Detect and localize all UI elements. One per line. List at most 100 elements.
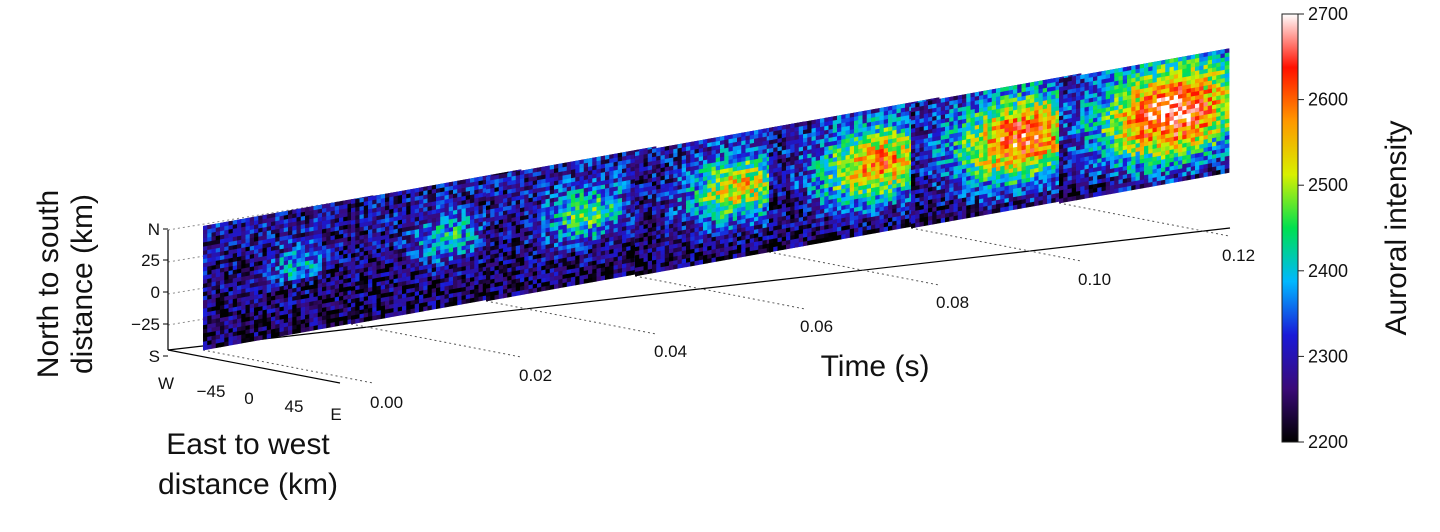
heatmap-cell bbox=[415, 308, 420, 313]
heatmap-cell bbox=[529, 288, 534, 293]
heatmap-cell bbox=[457, 300, 462, 305]
heatmap-cell bbox=[309, 326, 314, 331]
heatmap-cell bbox=[699, 260, 704, 265]
heatmap-cell bbox=[703, 259, 708, 264]
heatmap-cell bbox=[720, 256, 725, 261]
heatmap-cell bbox=[648, 269, 653, 274]
heatmap-cell bbox=[686, 262, 691, 267]
heatmap-cell bbox=[275, 332, 280, 337]
heatmap-cell bbox=[355, 318, 360, 323]
heatmap-cell bbox=[237, 339, 242, 344]
heatmap-cell bbox=[503, 293, 508, 298]
heatmap-cell bbox=[280, 331, 285, 336]
heatmap-cell bbox=[554, 284, 559, 289]
heatmap-cell bbox=[449, 301, 454, 306]
heatmap-cell bbox=[486, 296, 491, 301]
heatmap-cell bbox=[203, 345, 208, 350]
heatmap-cell bbox=[351, 319, 356, 324]
heatmap-cell bbox=[746, 251, 751, 256]
heatmap-cell bbox=[533, 288, 538, 293]
heatmap-cell bbox=[339, 321, 344, 326]
heatmap-cell bbox=[377, 314, 382, 319]
heatmap-cell bbox=[499, 294, 504, 299]
heatmap-cell bbox=[580, 279, 585, 284]
frame-floor-line bbox=[203, 350, 373, 383]
heatmap-cell bbox=[635, 271, 640, 276]
heatmap-cell bbox=[512, 291, 517, 296]
heatmap-cell bbox=[639, 270, 644, 275]
heatmap-cell bbox=[558, 283, 563, 288]
heatmap-cell bbox=[588, 278, 593, 283]
heatmap-cell bbox=[440, 303, 445, 308]
heatmap-cell bbox=[665, 266, 670, 271]
heatmap-cell bbox=[584, 278, 589, 283]
heatmap-cell bbox=[520, 290, 525, 295]
heatmap-cell bbox=[490, 295, 495, 300]
heatmap-cell bbox=[618, 272, 623, 277]
heatmap-cell bbox=[254, 336, 259, 341]
heatmap-cell bbox=[712, 257, 717, 262]
heatmap-cell bbox=[288, 330, 293, 335]
heatmap-cell bbox=[597, 276, 602, 281]
heatmap-cell bbox=[462, 299, 467, 304]
heatmap-cell bbox=[207, 344, 212, 349]
heatmap-cell bbox=[550, 285, 555, 290]
heatmap-cell bbox=[575, 280, 580, 285]
heatmap-cell bbox=[737, 253, 742, 258]
heatmap-cell bbox=[754, 250, 759, 255]
heatmap-cell bbox=[626, 271, 631, 276]
frame-floor-line bbox=[351, 324, 521, 357]
heatmap-cell bbox=[516, 291, 521, 296]
frame-floor-line bbox=[769, 252, 939, 285]
heatmap-cell bbox=[652, 268, 657, 273]
heatmap-cell bbox=[750, 250, 755, 255]
heatmap-cell bbox=[656, 267, 661, 272]
heatmap-cell bbox=[216, 343, 221, 348]
ew-axis-line bbox=[168, 350, 340, 383]
heatmap-cell bbox=[669, 265, 674, 270]
heatmap-cell bbox=[432, 304, 437, 309]
heatmap-cell bbox=[690, 261, 695, 266]
heatmap-cell bbox=[474, 297, 479, 302]
heatmap-cell bbox=[729, 254, 734, 259]
heatmap-cell bbox=[546, 285, 551, 290]
heatmap-cell bbox=[470, 298, 475, 303]
heatmap-cell bbox=[398, 311, 403, 316]
heatmap-cell bbox=[385, 313, 390, 318]
heatmap-cell bbox=[250, 337, 255, 342]
heatmap-cell bbox=[716, 256, 721, 261]
heatmap-cell bbox=[707, 258, 712, 263]
heatmap-cell bbox=[507, 292, 512, 297]
heatmap-cell bbox=[563, 282, 568, 287]
heatmap-cell bbox=[271, 333, 276, 338]
heatmap-cell bbox=[479, 296, 484, 301]
heatmap-cell bbox=[741, 252, 746, 257]
frame-floor-line bbox=[911, 228, 1081, 261]
heatmap-cell bbox=[267, 334, 272, 339]
heatmap-cell bbox=[763, 248, 768, 253]
heatmap-cell bbox=[541, 286, 546, 291]
heatmap-cell bbox=[609, 274, 614, 279]
frame-floor-line bbox=[486, 301, 656, 334]
heatmap-cell bbox=[436, 304, 441, 309]
heatmap-cell bbox=[571, 281, 576, 286]
heatmap-frames bbox=[203, 48, 1229, 350]
heatmap-cell bbox=[567, 281, 572, 286]
heatmap-cell bbox=[241, 338, 246, 343]
heatmap-cell bbox=[419, 307, 424, 312]
frame-floor-line bbox=[635, 276, 805, 309]
heatmap-cell bbox=[661, 266, 666, 271]
heatmap-cell bbox=[445, 302, 450, 307]
heatmap-cell bbox=[411, 308, 416, 313]
heatmap-cell bbox=[258, 335, 263, 340]
heatmap-cell bbox=[673, 264, 678, 269]
heatmap-cell bbox=[678, 263, 683, 268]
heatmap-cell bbox=[368, 316, 373, 321]
heatmap-cell bbox=[229, 340, 234, 345]
heatmap-cell bbox=[592, 277, 597, 282]
heatmap-cell bbox=[322, 324, 327, 329]
heatmap-cell bbox=[394, 311, 399, 316]
heatmap-cell bbox=[428, 305, 433, 310]
heatmap-cell bbox=[695, 260, 700, 265]
